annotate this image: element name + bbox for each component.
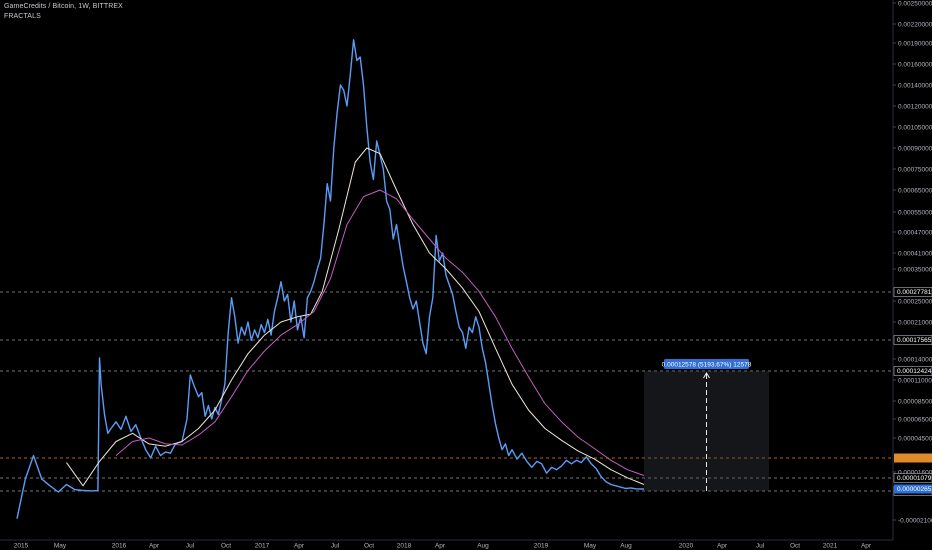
x-tick-label: May [584,543,597,550]
series-lines [16,39,645,519]
y-tick-label: 0.00140000 [898,82,932,89]
y-tick-label: 0.00008500 [898,398,932,405]
x-tick-label: Oct [221,543,231,550]
measure-label-bg [664,359,749,369]
price-badges: 0.00027781 0.00017565 0.00012424 0.00001079… [893,287,932,496]
y-tick-label: -0.00002100 [898,517,932,524]
ma_fast-line [66,147,645,487]
x-tick-label: 2017 [255,543,270,550]
measure-arrow-head [703,372,710,379]
ma_slow-line [115,189,645,476]
x-tick-label: Jul [331,543,340,550]
x-tick-label: Oct [790,543,800,550]
x-tick-label: Aug [477,543,489,550]
measure-label: 0.00012578 (5193.67%) 12578 [662,362,752,369]
x-axis[interactable]: 2015 May 2016 Apr Jul Oct 2017 Apr Jul Oct 2018 Apr… [0,539,893,550]
y-tick-label: 0.00047000 [898,229,932,236]
level-label-bg [893,335,932,345]
level-label: 0.00012424 [897,368,932,375]
x-tick-label: Apr [717,543,728,550]
y-tick-label: 0.00001600 [898,469,932,476]
y-tick-label: 0.00250000 [898,0,932,7]
y-tick-label: 0.00004500 [898,435,932,442]
y-tick-label: 0.00025000 [898,298,932,305]
y-tick-label: 0.00055000 [898,209,932,216]
x-tick-label: Apr [149,543,160,550]
x-tick-label: May [54,543,67,550]
x-tick-label: 2019 [534,543,549,550]
current-price-label-bg [894,484,932,494]
y-axis[interactable]: 0.00250000 0.00220000 0.00190000 0.00160000… [892,0,932,540]
x-tick-label: Jul [186,543,195,550]
y-tick-label: 0.00014000 [898,356,932,363]
price-line [16,39,644,519]
x-tick-label: 2018 [397,543,412,550]
x-tick-label: Apr [435,543,446,550]
level-label-bg [893,366,932,376]
y-tick-label: 0.00041000 [898,250,932,257]
x-tick-label: Apr [294,543,305,550]
y-tick-label: 0.00011000 [898,377,932,384]
indicator-label: FRACTALS [4,13,41,20]
y-tick-label: 0.00220000 [898,21,932,28]
x-tick-label: 2020 [679,543,694,550]
level-lines [0,291,893,492]
y-tick-label: 0.00021000 [898,319,932,326]
x-tick-label: 2015 [14,543,29,550]
level-label-bg [893,473,932,483]
x-tick-label: Oct [364,543,374,550]
x-tick-label: 2016 [112,543,127,550]
y-tick-label: 0.00006500 [898,416,932,423]
level-label: 0.00001079 [897,475,932,482]
level-label-bg [893,287,932,297]
y-tick-label: 0.00065000 [898,187,932,194]
x-tick-label: 2021 [823,543,838,550]
level-label: 0.00027781 [897,289,932,296]
y-tick-label: 0.00160000 [898,61,932,68]
y-tick-label: 0.00190000 [898,40,932,47]
level-label: 0.00017565 [897,337,932,344]
y-tick-label: 0.00090000 [898,145,932,152]
x-tick-label: Jul [756,543,765,550]
y-tick-label: 0.00035000 [898,266,932,273]
measure-tool[interactable]: 0.00012578 (5193.67%) 12578 [644,359,769,491]
x-tick-label: Apr [861,543,872,550]
current-price-label: 0.00000265 [897,486,932,493]
y-tick-label: 0.00105000 [898,124,932,131]
y-tick-label: 0.00075000 [898,166,932,173]
x-tick-label: Aug [620,543,632,550]
y-tick-label: 0.00120000 [898,103,932,110]
orange-level-label [894,453,932,463]
chart-title: GameCredits / Bitcoin, 1W, BITTREX [4,3,123,10]
